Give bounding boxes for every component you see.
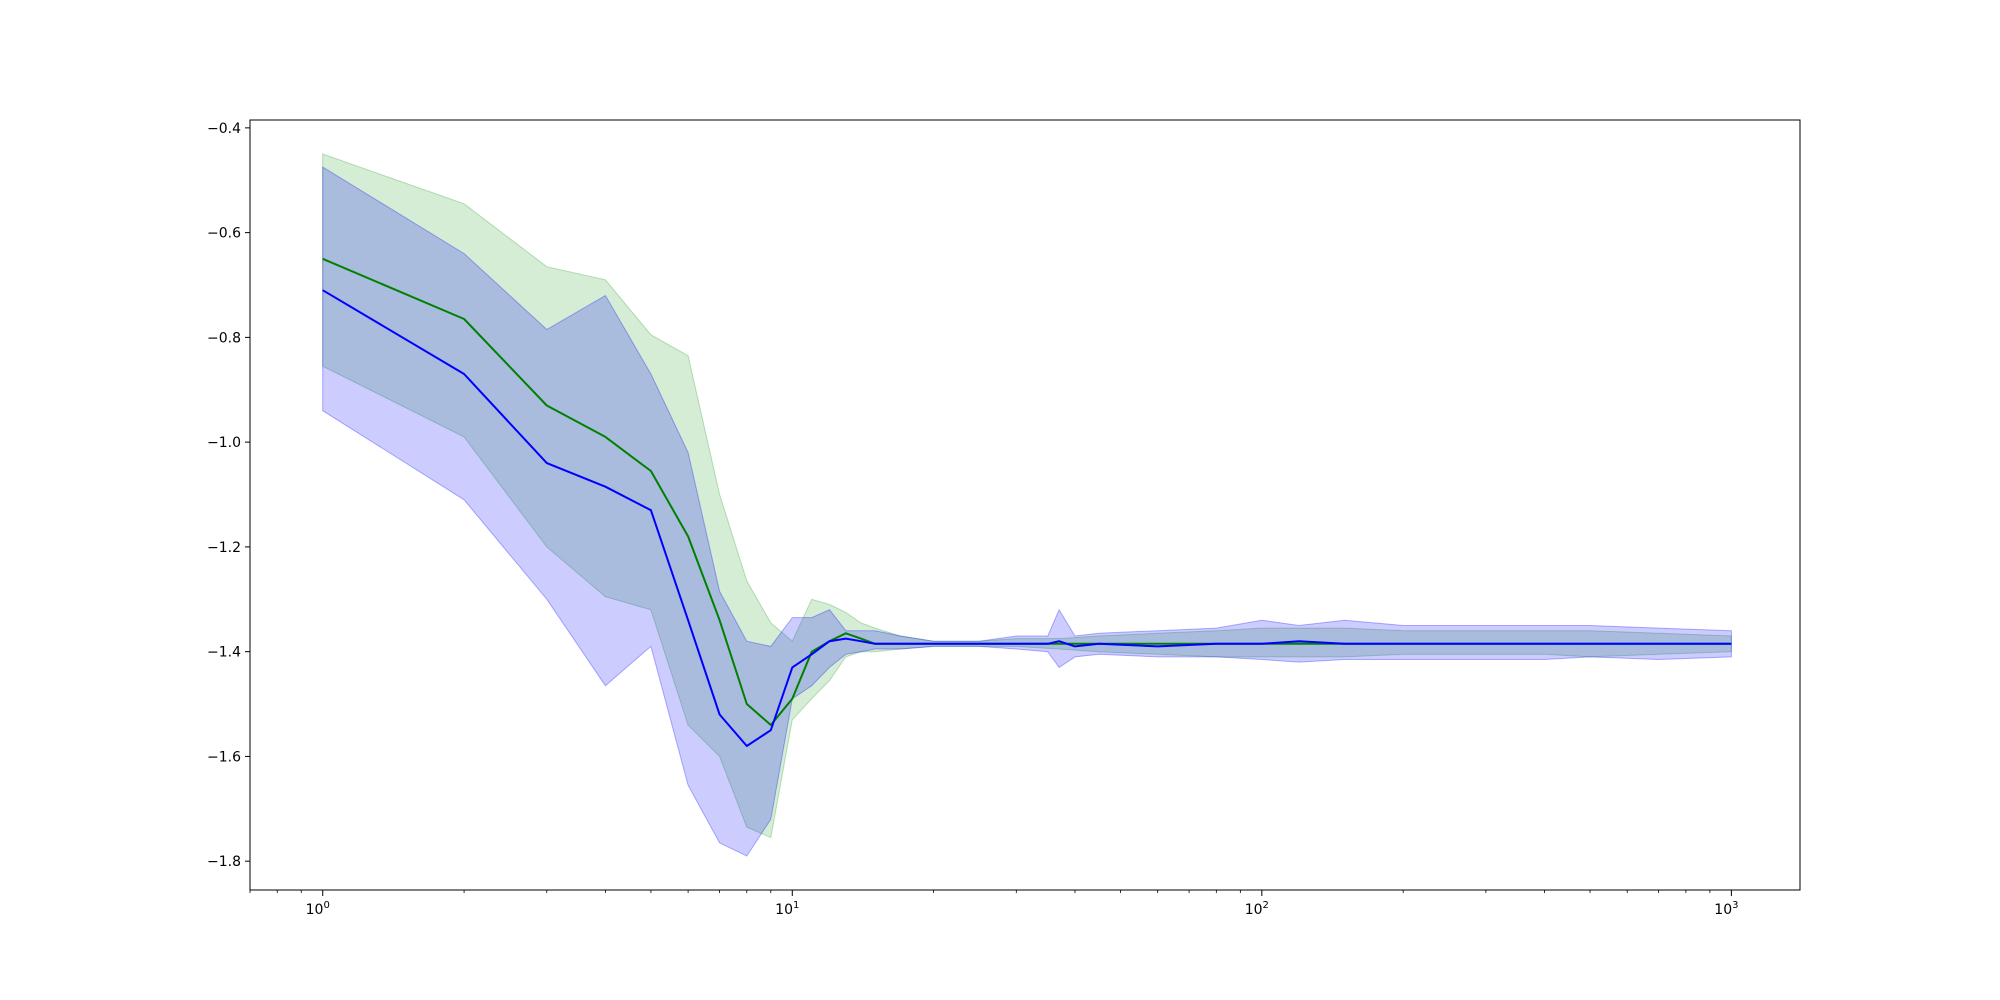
x-tick-label: 101 — [775, 900, 799, 918]
confidence-bands — [322, 153, 1732, 857]
y-axis: −0.4 −0.6 −0.8 −1.0 −1.2 −1.4 −1.6 −1.8 — [207, 121, 250, 870]
x-tick-label: 103 — [1714, 900, 1738, 918]
plot-frame — [249, 119, 1801, 891]
y-tick-label: −0.4 — [207, 121, 241, 137]
x-tick-label: 102 — [1245, 900, 1269, 918]
y-tick-label: −1.6 — [207, 749, 241, 765]
y-tick-label: −0.6 — [207, 226, 241, 242]
y-tick-label: −0.8 — [207, 330, 241, 346]
x-axis: 100 101 102 103 — [249, 890, 1738, 918]
x-tick-label: 100 — [306, 900, 330, 918]
y-tick-label: −1.2 — [207, 540, 241, 556]
series-2-line — [322, 289, 1732, 747]
series-2-band — [322, 166, 1732, 857]
series-lines — [322, 257, 1732, 747]
series-1-band — [322, 153, 1732, 839]
y-tick-label: −1.4 — [207, 645, 241, 661]
y-tick-label: −1.0 — [207, 435, 241, 451]
y-tick-label: −1.8 — [207, 854, 241, 870]
